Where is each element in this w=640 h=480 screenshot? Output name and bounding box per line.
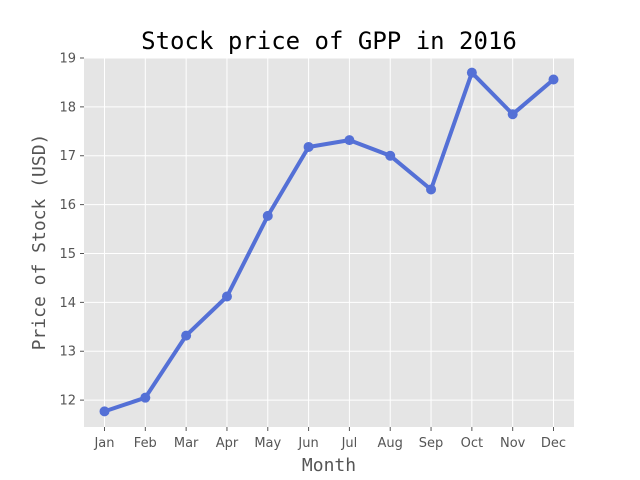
data-point: [140, 392, 151, 403]
x-tick-label: Feb: [134, 436, 157, 451]
chart-title: Stock price of GPP in 2016: [141, 27, 517, 55]
data-point: [548, 74, 559, 85]
x-tick-label: May: [254, 436, 281, 451]
x-tick-label: Mar: [174, 436, 199, 451]
data-point: [99, 406, 110, 417]
x-tick-label: Nov: [500, 436, 526, 451]
y-tick-label: 12: [59, 394, 76, 409]
x-tick-label: Apr: [216, 436, 239, 451]
y-tick-label: 18: [59, 100, 76, 115]
x-tick-label: Aug: [378, 436, 403, 451]
data-point: [303, 141, 314, 152]
data-point: [221, 291, 232, 302]
y-axis-ticks: 12 13 14 15 16 17 18 19: [59, 52, 84, 409]
x-tick-label: Jan: [93, 436, 114, 451]
data-point: [466, 67, 477, 78]
data-point: [181, 330, 192, 341]
grid-lines: [84, 57, 574, 427]
series-line: [102, 70, 556, 414]
data-point: [507, 109, 518, 120]
x-axis-label: Month: [302, 455, 356, 476]
x-tick-label: Dec: [541, 436, 566, 451]
y-tick-label: 13: [59, 345, 76, 360]
y-tick-label: 16: [59, 198, 76, 213]
x-tick-label: Jul: [341, 436, 358, 451]
y-axis-label: Price of Stock (USD): [29, 134, 50, 351]
data-point: [344, 135, 355, 146]
y-tick-label: 14: [59, 296, 76, 311]
x-tick-label: Oct: [461, 436, 483, 451]
y-tick-label: 19: [59, 52, 76, 67]
y-tick-label: 17: [59, 149, 76, 164]
data-point: [426, 184, 437, 195]
x-tick-label: Jun: [297, 436, 318, 451]
y-tick-label: 15: [59, 247, 76, 262]
plot-background: [84, 58, 574, 427]
x-tick-label: Sep: [419, 436, 444, 451]
data-point: [385, 150, 396, 161]
x-axis-ticks: Jan Feb Mar Apr May Jun Jul Aug Sep Oct Nov Dec: [93, 427, 566, 451]
data-point: [262, 210, 273, 221]
series-group: [99, 67, 559, 417]
